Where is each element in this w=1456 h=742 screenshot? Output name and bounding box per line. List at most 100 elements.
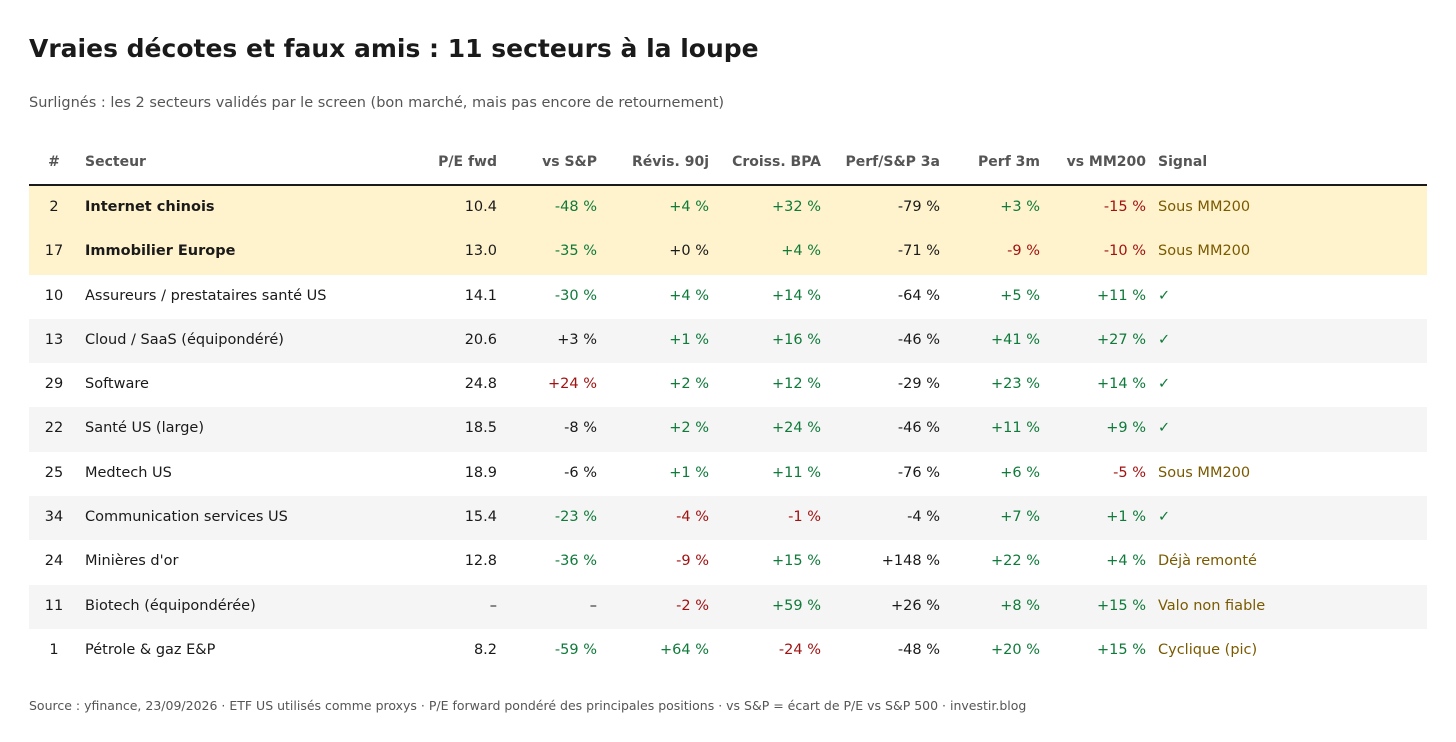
- cell-pe-fwd: –: [489, 597, 497, 614]
- cell-signal: ✓: [1158, 331, 1171, 348]
- cell-perf-3m: -9 %: [1007, 243, 1040, 260]
- cell-revisions: +2 %: [669, 420, 709, 437]
- cell-signal: Sous MM200: [1158, 464, 1251, 481]
- cell-vs-sp: -23 %: [554, 509, 597, 526]
- cell-signal: ✓: [1158, 509, 1171, 526]
- column-header-vs-mm200: vs MM200: [1066, 154, 1146, 170]
- cell-perf-3y: -79 %: [897, 199, 940, 215]
- cell-vs-mm200: +15 %: [1097, 597, 1146, 614]
- column-header-signal: Signal: [1158, 154, 1208, 170]
- table-row: 22 Santé US (large) 18.5 -8 % +2 % +24 % -46 %…: [29, 407, 1427, 452]
- column-header-perf-3m: Perf 3m: [978, 154, 1040, 170]
- cell-vs-mm200: +11 %: [1097, 287, 1146, 304]
- table-row: 10 Assureurs / prestataires santé US 14.1 -…: [29, 275, 1427, 319]
- sector-table: # Secteur P/E fwd vs S&P Révis. 90j Croi…: [29, 140, 1427, 673]
- cell-revisions: +4 %: [669, 199, 709, 215]
- column-header-pe-fwd: P/E fwd: [438, 154, 497, 170]
- cell-pe-fwd: 14.1: [464, 287, 497, 304]
- cell-rank: 22: [44, 420, 64, 437]
- cell-sector: Medtech US: [85, 464, 172, 481]
- cell-eps-growth: +32 %: [772, 199, 821, 215]
- cell-vs-mm200: -15 %: [1103, 199, 1146, 215]
- cell-rank: 25: [44, 464, 64, 481]
- cell-pe-fwd: 15.4: [464, 509, 497, 526]
- column-header-eps-growth: Croiss. BPA: [732, 154, 821, 170]
- cell-signal: Valo non fiable: [1158, 597, 1266, 614]
- source-note: Source : yfinance, 23/09/2026 · ETF US u…: [29, 698, 1027, 713]
- table-row: 24 Minières d'or 12.8 -36 % -9 % +15 % +148 % +…: [29, 540, 1427, 584]
- cell-eps-growth: +15 %: [772, 553, 821, 570]
- cell-vs-mm200: +15 %: [1097, 641, 1146, 658]
- cell-sector: Pétrole & gaz E&P: [85, 641, 216, 658]
- cell-revisions: -2 %: [676, 597, 709, 614]
- cell-eps-growth: +12 %: [772, 376, 821, 393]
- table-header: # Secteur P/E fwd vs S&P Révis. 90j Croi…: [29, 140, 1427, 186]
- cell-signal: ✓: [1158, 376, 1171, 393]
- column-header-perf-3y: Perf/S&P 3a: [845, 154, 940, 170]
- cell-vs-mm200: +14 %: [1097, 376, 1146, 393]
- cell-eps-growth: +59 %: [772, 597, 821, 614]
- cell-pe-fwd: 24.8: [464, 376, 497, 393]
- cell-sector: Communication services US: [85, 509, 288, 526]
- cell-vs-mm200: +27 %: [1097, 331, 1146, 348]
- cell-sector: Internet chinois: [85, 199, 215, 215]
- cell-perf-3y: -64 %: [897, 287, 940, 304]
- cell-pe-fwd: 18.5: [464, 420, 497, 437]
- table-row: 1 Pétrole & gaz E&P 8.2 -59 % +64 % -24 % -48 …: [29, 629, 1427, 673]
- cell-revisions: -9 %: [676, 553, 709, 570]
- table-row: 25 Medtech US 18.9 -6 % +1 % +11 % -76 % +6 % -5…: [29, 452, 1427, 496]
- chart-subtitle: Surlignés : les 2 secteurs validés par l…: [29, 95, 725, 111]
- cell-vs-mm200: +9 %: [1106, 420, 1146, 437]
- cell-revisions: +4 %: [669, 287, 709, 304]
- cell-revisions: +2 %: [669, 376, 709, 393]
- cell-sector: Minières d'or: [85, 553, 179, 570]
- cell-perf-3y: +148 %: [881, 553, 940, 570]
- cell-perf-3m: +22 %: [991, 553, 1040, 570]
- cell-signal: ✓: [1158, 420, 1171, 437]
- cell-perf-3y: +26 %: [891, 597, 940, 614]
- cell-rank: 1: [49, 641, 59, 658]
- cell-perf-3y: -4 %: [907, 509, 940, 526]
- cell-pe-fwd: 18.9: [464, 464, 497, 481]
- cell-perf-3m: +5 %: [1000, 287, 1040, 304]
- cell-vs-mm200: +1 %: [1106, 509, 1146, 526]
- cell-pe-fwd: 12.8: [464, 553, 497, 570]
- column-header-vs-sp: vs S&P: [542, 154, 597, 170]
- cell-revisions: +64 %: [660, 641, 709, 658]
- cell-perf-3y: -48 %: [897, 641, 940, 658]
- cell-rank: 34: [44, 509, 64, 526]
- cell-sector: Immobilier Europe: [85, 243, 236, 260]
- cell-vs-sp: -35 %: [554, 243, 597, 260]
- cell-sector: Software: [85, 376, 149, 393]
- column-header-rank: #: [48, 154, 60, 170]
- cell-eps-growth: +4 %: [781, 243, 821, 260]
- cell-rank: 29: [44, 376, 64, 393]
- cell-perf-3y: -46 %: [897, 331, 940, 348]
- cell-rank: 24: [44, 553, 64, 570]
- cell-revisions: +0 %: [669, 243, 709, 260]
- cell-rank: 17: [44, 243, 64, 260]
- cell-vs-mm200: -5 %: [1113, 464, 1146, 481]
- cell-pe-fwd: 13.0: [464, 243, 497, 260]
- cell-vs-sp: -36 %: [554, 553, 597, 570]
- cell-pe-fwd: 20.6: [464, 331, 497, 348]
- cell-eps-growth: -24 %: [778, 641, 821, 658]
- cell-sector: Santé US (large): [85, 420, 204, 437]
- cell-perf-3m: +11 %: [991, 420, 1040, 437]
- cell-perf-3m: +6 %: [1000, 464, 1040, 481]
- column-header-sector: Secteur: [85, 154, 146, 170]
- cell-vs-sp: +3 %: [557, 331, 597, 348]
- table-body: 2 Internet chinois 10.4 -48 % +4 % +32 % -79 %…: [29, 186, 1427, 673]
- cell-vs-sp: -48 %: [554, 199, 597, 215]
- cell-rank: 2: [49, 199, 59, 215]
- cell-signal: ✓: [1158, 287, 1171, 304]
- table-row: 34 Communication services US 15.4 -23 % -4 %…: [29, 496, 1427, 541]
- cell-sector: Assureurs / prestataires santé US: [85, 287, 327, 304]
- cell-rank: 10: [44, 287, 64, 304]
- cell-vs-mm200: +4 %: [1106, 553, 1146, 570]
- cell-revisions: -4 %: [676, 509, 709, 526]
- cell-revisions: +1 %: [669, 331, 709, 348]
- cell-signal: Cyclique (pic): [1158, 641, 1258, 658]
- cell-eps-growth: +11 %: [772, 464, 821, 481]
- cell-vs-sp: -8 %: [564, 420, 597, 437]
